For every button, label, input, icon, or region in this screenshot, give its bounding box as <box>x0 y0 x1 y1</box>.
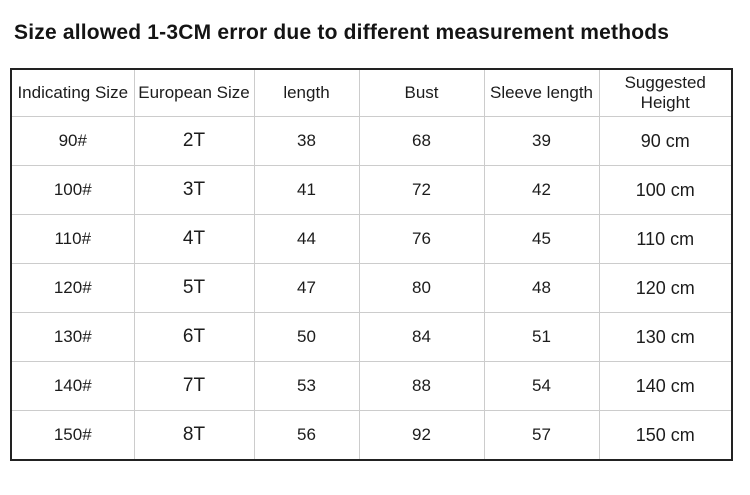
table-row: 110# 4T 44 76 45 110 cm <box>10 214 733 264</box>
table-cell: 150 cm <box>598 410 733 461</box>
table-cell: 100# <box>10 165 135 215</box>
table-cell: 120# <box>10 263 135 313</box>
column-header: Indicating Size <box>10 68 135 117</box>
table-cell: 92 <box>358 410 485 461</box>
table-row: 150# 8T 56 92 57 150 cm <box>10 410 733 461</box>
table-cell: 140# <box>10 361 135 411</box>
table-cell: 8T <box>133 410 255 461</box>
table-cell: 44 <box>253 214 360 264</box>
table-cell: 5T <box>133 263 255 313</box>
table-cell: 90# <box>10 116 135 166</box>
table-cell: 2T <box>133 116 255 166</box>
table-cell: 41 <box>253 165 360 215</box>
size-chart-header: Indicating Size European Size length Bust Sl… <box>10 68 733 117</box>
table-cell: 130# <box>10 312 135 362</box>
table-cell: 120 cm <box>598 263 733 313</box>
table-cell: 88 <box>358 361 485 411</box>
table-cell: 72 <box>358 165 485 215</box>
table-cell: 57 <box>483 410 600 461</box>
table-row: 90# 2T 38 68 39 90 cm <box>10 116 733 166</box>
table-cell: 80 <box>358 263 485 313</box>
table-cell: 100 cm <box>598 165 733 215</box>
table-row: 120# 5T 47 80 48 120 cm <box>10 263 733 313</box>
table-cell: 130 cm <box>598 312 733 362</box>
table-cell: 4T <box>133 214 255 264</box>
table-cell: 56 <box>253 410 360 461</box>
table-cell: 84 <box>358 312 485 362</box>
table-cell: 53 <box>253 361 360 411</box>
table-cell: 90 cm <box>598 116 733 166</box>
header-row: Indicating Size European Size length Bust Sl… <box>10 68 733 117</box>
table-cell: 7T <box>133 361 255 411</box>
table-cell: 45 <box>483 214 600 264</box>
table-cell: 110# <box>10 214 135 264</box>
table-cell: 68 <box>358 116 485 166</box>
table-cell: 3T <box>133 165 255 215</box>
table-cell: 38 <box>253 116 360 166</box>
table-cell: 54 <box>483 361 600 411</box>
column-header: Bust <box>358 68 485 117</box>
table-cell: 48 <box>483 263 600 313</box>
table-row: 100# 3T 41 72 42 100 cm <box>10 165 733 215</box>
table-row: 130# 6T 50 84 51 130 cm <box>10 312 733 362</box>
table-cell: 150# <box>10 410 135 461</box>
table-cell: 110 cm <box>598 214 733 264</box>
page-title: Size allowed 1-3CM error due to differen… <box>14 21 670 44</box>
table-cell: 47 <box>253 263 360 313</box>
column-header: European Size <box>133 68 255 117</box>
column-header: Suggested Height <box>598 68 733 117</box>
table-cell: 50 <box>253 312 360 362</box>
table-cell: 76 <box>358 214 485 264</box>
table-row: 140# 7T 53 88 54 140 cm <box>10 361 733 411</box>
column-header: Sleeve length <box>483 68 600 117</box>
table-cell: 51 <box>483 312 600 362</box>
column-header: length <box>253 68 360 117</box>
table-cell: 6T <box>133 312 255 362</box>
size-chart-body: 90# 2T 38 68 39 90 cm 100# 3T 41 72 42 100 cm 110# 4T… <box>10 116 733 461</box>
table-cell: 39 <box>483 116 600 166</box>
table-cell: 42 <box>483 165 600 215</box>
size-chart-table: Indicating Size European Size length Bust Sl… <box>10 68 733 461</box>
table-cell: 140 cm <box>598 361 733 411</box>
